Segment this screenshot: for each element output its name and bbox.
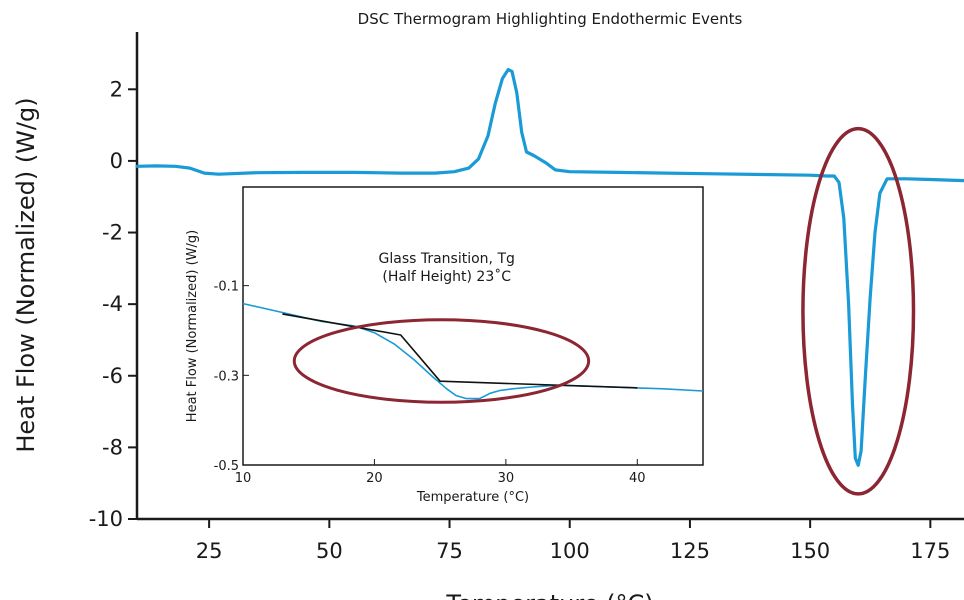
x-tick-label: 75 [436,539,463,563]
y-tick-label: 0 [110,149,123,173]
inset-x-tick-label: 10 [235,471,252,486]
inset-y-tick-label: -0.3 [214,369,239,384]
y-tick-label: -2 [102,221,123,245]
x-tick-label: 100 [550,539,590,563]
y-tick-label: -8 [102,435,123,459]
y-tick-label: -4 [102,292,123,316]
x-tick-label: 25 [196,539,223,563]
inset-y-tick-label: -0.5 [214,459,239,474]
endotherm-highlight-ellipse [801,126,916,496]
x-tick-label: 150 [790,539,830,563]
inset-frame [242,186,704,466]
inset-y-axis-label: Heat Flow (Normalized) (W/g) [185,230,200,422]
chart-title: DSC Thermogram Highlighting Endothermic … [358,10,743,28]
tg-highlight-ellipse [292,318,591,404]
tg-annotation-line: (Half Height) 23˚C [382,268,511,285]
x-tick-label: 175 [910,539,950,563]
inset-x-tick-label: 40 [629,471,646,486]
dsc-curve [135,68,964,467]
x-axis-label: Temperature (°C) [445,590,653,600]
inset-x-axis-label: Temperature (°C) [416,490,529,505]
inset-plot-area: -0.1 -0.3 -0.510 20 30 40 Temperature (°C) Heat… [185,186,704,505]
y-tick-label: -6 [102,364,123,388]
inset-y-tick-label: -0.1 [214,280,239,295]
x-tick-label: 50 [316,539,343,563]
y-tick-label: 2 [110,77,123,101]
inset-x-tick-label: 20 [366,471,383,486]
y-axis-label: Heat Flow (Normalized) (W/g) [12,97,40,452]
inset-tangent-lines [282,313,638,389]
tg-annotation-line: Glass Transition, Tg [379,251,515,267]
x-tick-label: 125 [670,539,710,563]
y-tick-label: -10 [89,507,123,531]
inset-x-tick-label: 30 [498,471,515,486]
